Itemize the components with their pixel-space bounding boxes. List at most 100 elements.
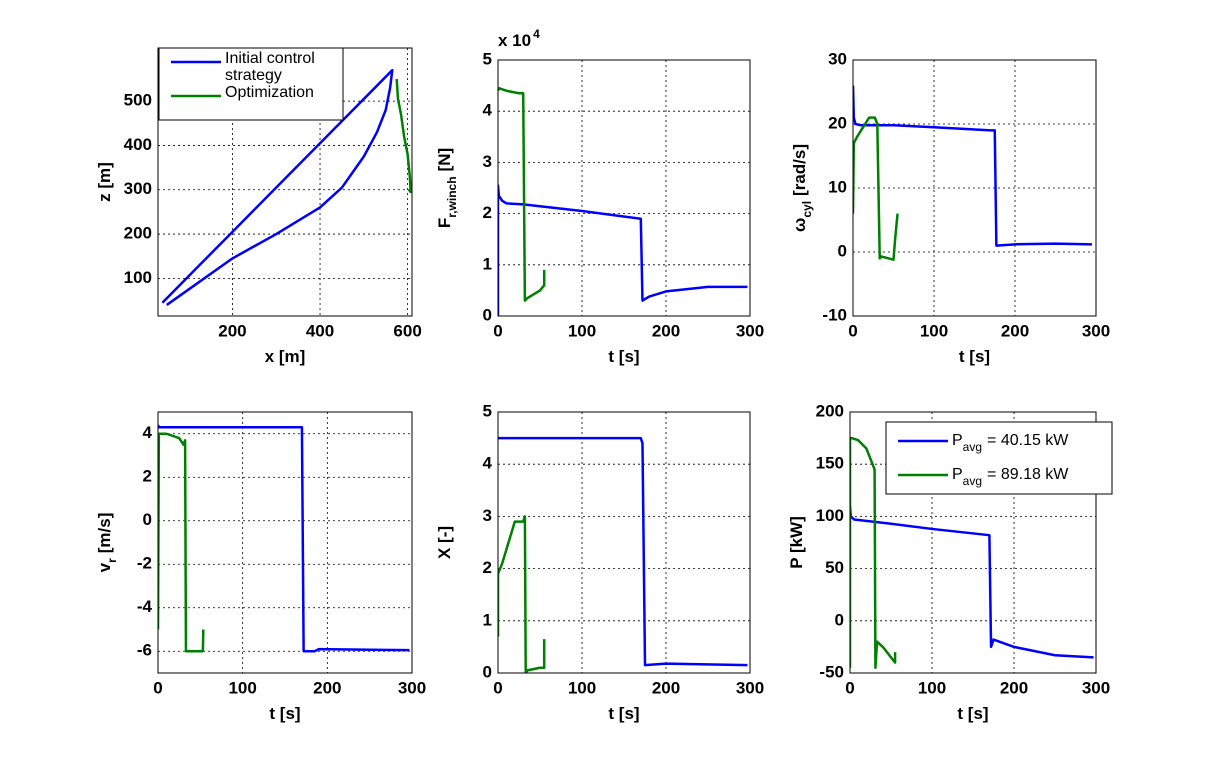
x-tick-label: 100: [228, 678, 256, 697]
y-tick-label: 150: [816, 454, 844, 473]
plot-area: [158, 412, 412, 673]
legend-box: [158, 47, 344, 121]
y-tick-label: 400: [124, 135, 152, 154]
y-multiplier-exp: 4: [533, 27, 540, 41]
x-axis-label-main: x [m]: [265, 347, 306, 366]
x-tick-label: 0: [153, 678, 162, 697]
x-tick-label: 400: [306, 321, 334, 340]
y-multiplier: x 10 4: [498, 27, 540, 50]
y-axis-label-main: F: [435, 218, 454, 228]
x-tick-label: 300: [1082, 321, 1110, 340]
y-axis-label: ωcyl [rad/s]: [790, 144, 814, 232]
y-tick-label: 3: [483, 152, 492, 171]
y-axis-label-main: v: [95, 562, 114, 572]
y-tick-label: 100: [816, 506, 844, 525]
y-axis-label: vr [m/s]: [95, 513, 119, 573]
x-tick-label: 100: [920, 321, 948, 340]
x-tick-label: 200: [652, 678, 680, 697]
y-tick-label: 2: [483, 203, 492, 222]
x-tick-label: 0: [845, 678, 854, 697]
y-tick-label: -4: [137, 597, 153, 616]
y-axis-label-sub: cyl: [800, 201, 814, 218]
x-axis-label: t [s]: [269, 704, 300, 723]
y-tick-label: 0: [838, 241, 847, 260]
legend-label-suffix: = 89.18 kW: [987, 466, 1069, 483]
axes-box: [157, 411, 413, 674]
y-axis-label-suffix: [m/s]: [95, 513, 114, 554]
legend-label-box: Optimization: [225, 84, 314, 101]
legend-label-suffix: = 40.15 kW: [987, 432, 1069, 449]
y-tick-label: 1: [483, 254, 492, 273]
plot-area: [498, 60, 750, 316]
y-axis-label-main: P [kW]: [787, 516, 806, 569]
y-tick-label: 100: [124, 268, 152, 287]
data-line: [850, 505, 1094, 659]
data-line: [498, 184, 748, 316]
y-tick-label: 5: [483, 401, 492, 420]
x-axis-label: t [s]: [608, 347, 639, 366]
y-tick-label: 200: [816, 401, 844, 420]
axes: 0 100 200 300 -6 -4 -2 0 2 4 t [s] vr [m/s]: [95, 411, 426, 723]
y-tick-label: 0: [143, 510, 152, 529]
y-tick-label: 2: [483, 558, 492, 577]
y-tick-label: 20: [828, 113, 847, 132]
y-tick-label: 500: [124, 91, 152, 110]
data-line: [850, 436, 897, 670]
y-axis-label-main: ω: [790, 218, 809, 232]
x-tick-label: 100: [568, 678, 596, 697]
y-axis-label-main: X [-]: [435, 526, 454, 559]
x-axis-label-main: t [s]: [608, 704, 639, 723]
y-axis-label: P [kW]: [787, 516, 806, 569]
legend-label: Pavg = 40.15 kW: [952, 432, 1069, 454]
x-tick-label: 100: [918, 678, 946, 697]
axes-box: [497, 59, 751, 317]
x-axis-label-main: t [s]: [269, 704, 300, 723]
data-line: [498, 515, 546, 673]
axes-box: [852, 59, 1097, 317]
y-axis-label-suffix: [N]: [435, 148, 454, 172]
plot-area: [498, 412, 750, 673]
y-tick-label: -2: [137, 554, 152, 573]
y-tick-label: 4: [143, 423, 153, 442]
y-axis-label: z [m]: [95, 162, 114, 202]
y-tick-label: 1: [483, 610, 492, 629]
data-line: [395, 78, 412, 194]
x-tick-label: 600: [393, 321, 421, 340]
data-line: [498, 436, 748, 667]
x-tick-label: 200: [1001, 321, 1029, 340]
x-tick-label: 100: [568, 321, 596, 340]
y-axis-label-sub: r,winch: [445, 176, 459, 217]
y-tick-label: 0: [835, 610, 844, 629]
y-axis-label: Fr,winch [N]: [435, 148, 459, 228]
x-axis-label: t [s]: [957, 704, 988, 723]
y-tick-label: -50: [819, 662, 844, 681]
y-tick-label: 200: [124, 224, 152, 243]
y-tick-label: 2: [143, 467, 152, 486]
y-tick-label: -10: [822, 305, 847, 324]
x-tick-label: 200: [313, 678, 341, 697]
x-tick-label: 300: [736, 678, 764, 697]
x-tick-label: 300: [736, 321, 764, 340]
data-line: [158, 432, 205, 653]
data-line: [498, 86, 546, 302]
y-multiplier-base: x 10: [498, 31, 531, 50]
x-tick-label: 200: [218, 321, 246, 340]
legend-label-box: Initial control strategy: [225, 50, 315, 84]
y-tick-label: 30: [828, 49, 847, 68]
legend-label-sub: avg: [963, 474, 982, 488]
legend-label-main: P: [952, 466, 963, 483]
y-axis-label-sub: r: [105, 558, 119, 563]
data-line: [853, 116, 899, 261]
legend-label-main: P: [952, 432, 963, 449]
x-axis-label: t [s]: [959, 347, 990, 366]
x-tick-label: 300: [398, 678, 426, 697]
y-tick-label: 4: [483, 101, 493, 120]
x-axis-label-main: t [s]: [959, 347, 990, 366]
x-tick-label: 0: [493, 678, 502, 697]
legend-label: Initial control strategy: [225, 50, 315, 84]
y-tick-label: 50: [825, 558, 844, 577]
x-tick-label: 200: [652, 321, 680, 340]
axes: 0 100 200 300 0 1 2 3 4 5 t [s] X [-]: [435, 401, 764, 723]
